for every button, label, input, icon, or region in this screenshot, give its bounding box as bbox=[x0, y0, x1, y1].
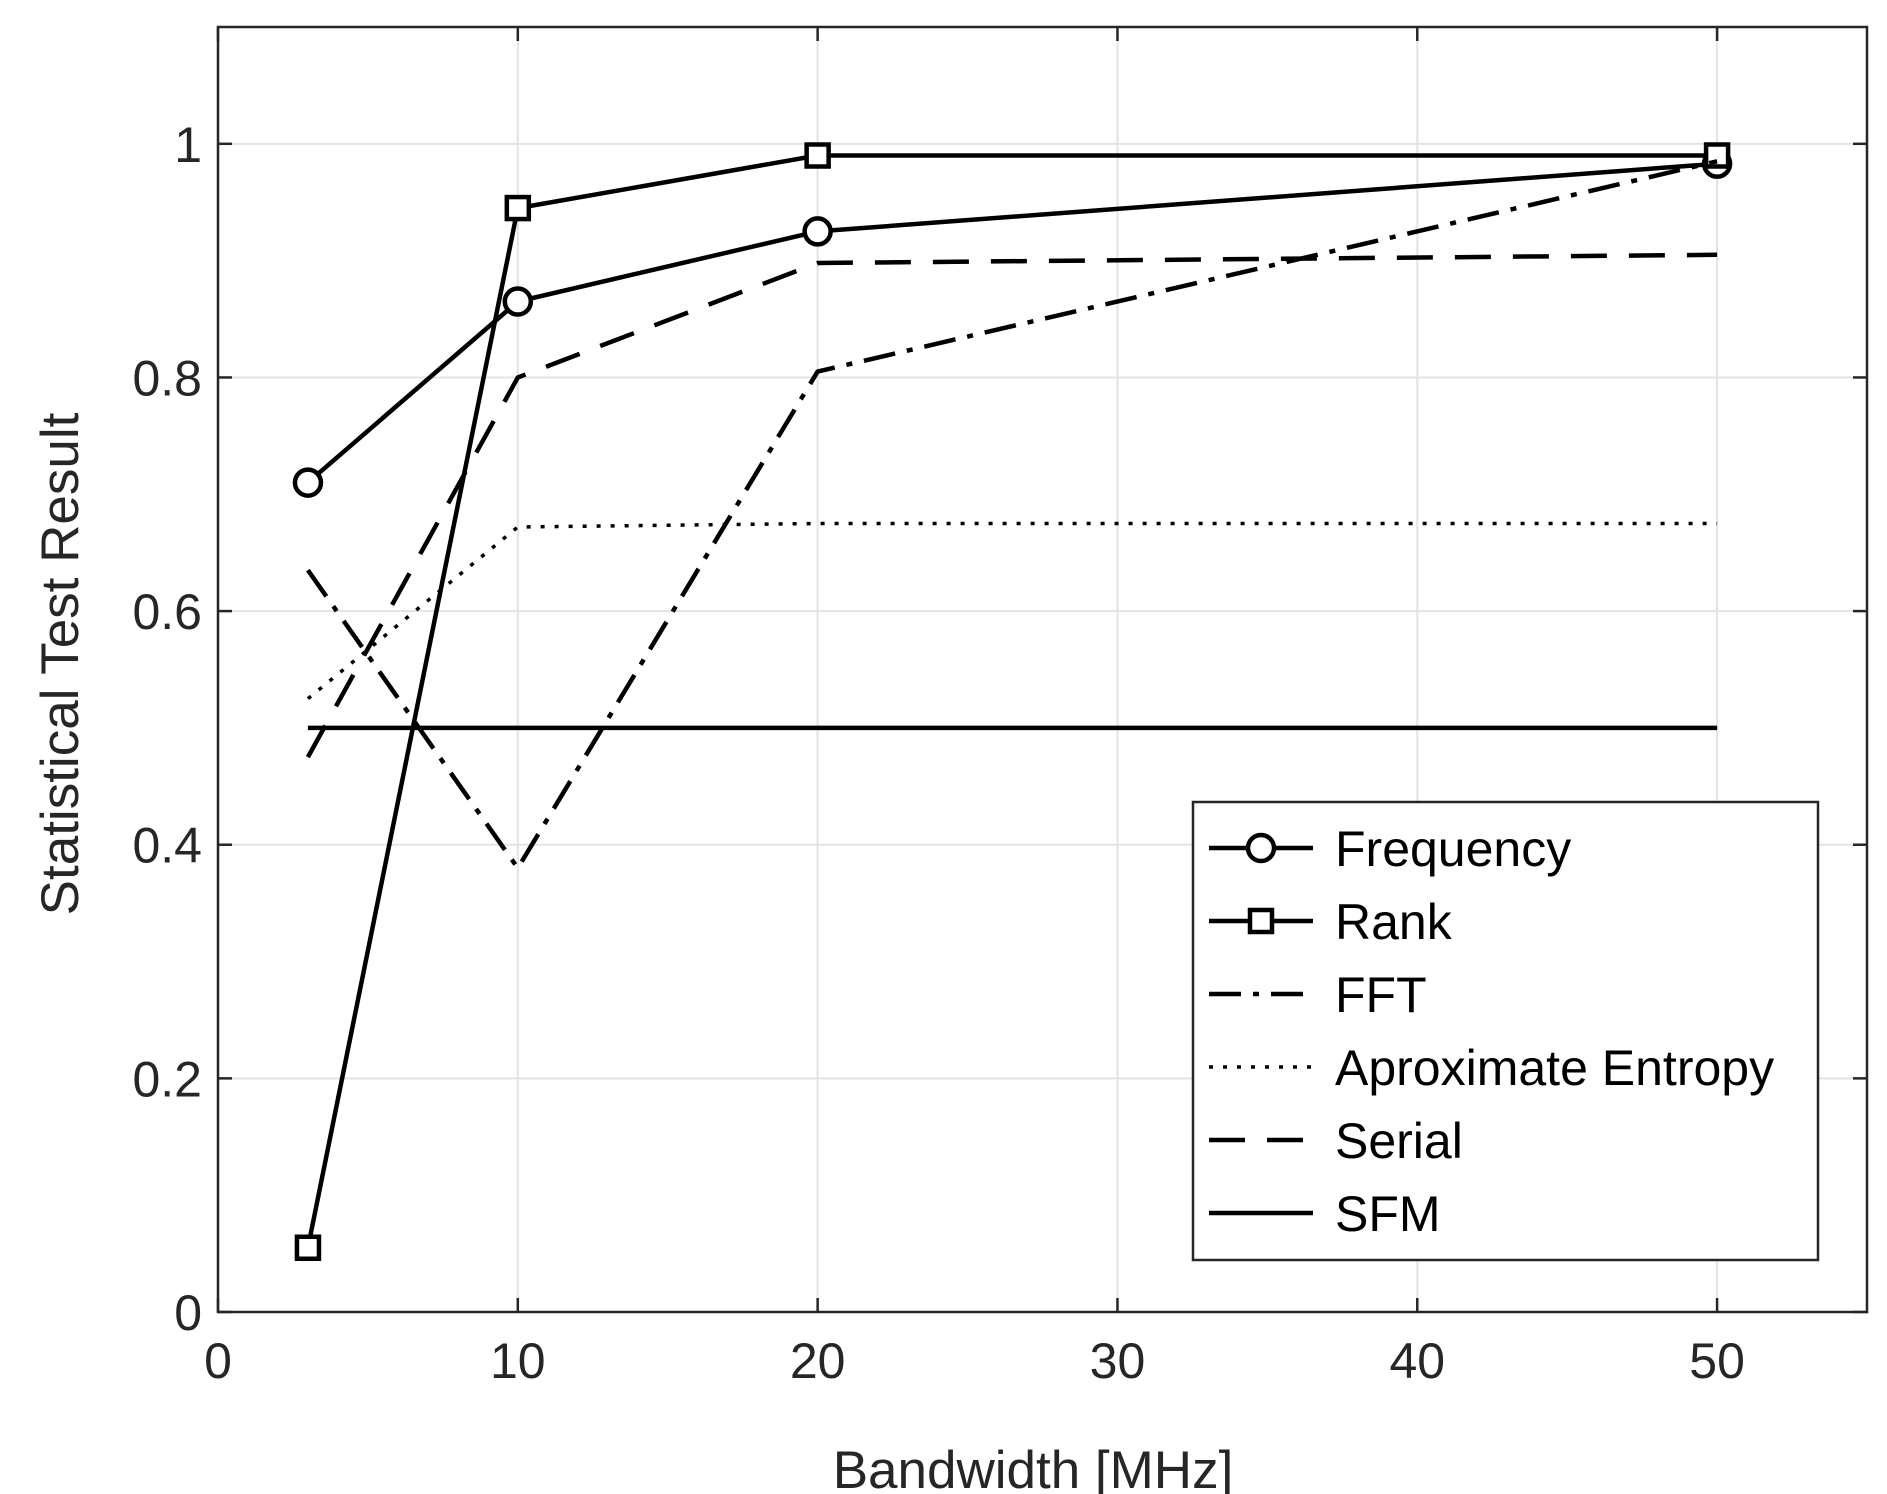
data-point-marker bbox=[502, 286, 534, 317]
legend-label: SFM bbox=[1335, 1186, 1441, 1242]
series-serial bbox=[305, 252, 1718, 759]
series-line bbox=[306, 521, 1718, 701]
legend-item: Serial bbox=[1209, 1113, 1463, 1169]
data-point-marker bbox=[504, 194, 532, 222]
legend-item: Aproximate Entropy bbox=[1209, 1040, 1774, 1096]
x-tick-label: 0 bbox=[204, 1333, 232, 1389]
series-layer bbox=[292, 142, 1733, 1261]
legend-label: Frequency bbox=[1335, 821, 1571, 877]
legend-item: Frequency bbox=[1209, 821, 1571, 877]
data-point-marker bbox=[802, 216, 833, 247]
x-tick-label: 20 bbox=[790, 1333, 846, 1389]
y-tick-label: 0.8 bbox=[132, 350, 202, 406]
axes bbox=[216, 25, 1869, 1314]
legend-swatch-marker bbox=[1247, 907, 1275, 935]
y-tick-label: 0 bbox=[174, 1285, 202, 1341]
series-line bbox=[306, 161, 1718, 485]
legend-item: Rank bbox=[1209, 894, 1453, 950]
data-point-marker bbox=[804, 142, 831, 169]
data-point-marker bbox=[294, 1234, 322, 1261]
legend-swatch-marker bbox=[1245, 832, 1277, 864]
y-axis-title: Statistical Test Result bbox=[31, 412, 90, 915]
legend-label: Aproximate Entropy bbox=[1335, 1040, 1774, 1096]
x-tick-label: 30 bbox=[1090, 1333, 1146, 1389]
legend: Frequency Rank FFT Aproximate Entropy Serial… bbox=[1191, 800, 1820, 1262]
legend-item: FFT bbox=[1209, 967, 1427, 1023]
x-tick-label: 40 bbox=[1389, 1333, 1445, 1389]
y-tick-label: 0.4 bbox=[132, 818, 202, 874]
plot-frame bbox=[216, 25, 1869, 1314]
data-point-marker bbox=[292, 467, 324, 498]
legend-label: FFT bbox=[1335, 967, 1427, 1023]
ticks bbox=[216, 27, 1867, 1314]
series-line bbox=[305, 252, 1718, 759]
legend-item: SFM bbox=[1209, 1186, 1441, 1242]
tick-labels: 0 10 20 30 40 50 0 0.2 0.4 0.6 0.8 1 bbox=[132, 117, 1744, 1389]
x-tick-label: 50 bbox=[1689, 1333, 1745, 1389]
legend-label: Rank bbox=[1335, 894, 1453, 950]
y-tick-label: 0.2 bbox=[132, 1051, 202, 1107]
legend-box bbox=[1191, 800, 1820, 1262]
x-tick-label: 10 bbox=[490, 1333, 546, 1389]
x-axis-title: Bandwidth [MHz] bbox=[833, 1441, 1234, 1494]
series-aproximate-entropy bbox=[306, 521, 1718, 701]
legend-label: Serial bbox=[1335, 1113, 1463, 1169]
y-tick-label: 1 bbox=[174, 117, 202, 173]
y-tick-label: 0.6 bbox=[132, 584, 202, 640]
